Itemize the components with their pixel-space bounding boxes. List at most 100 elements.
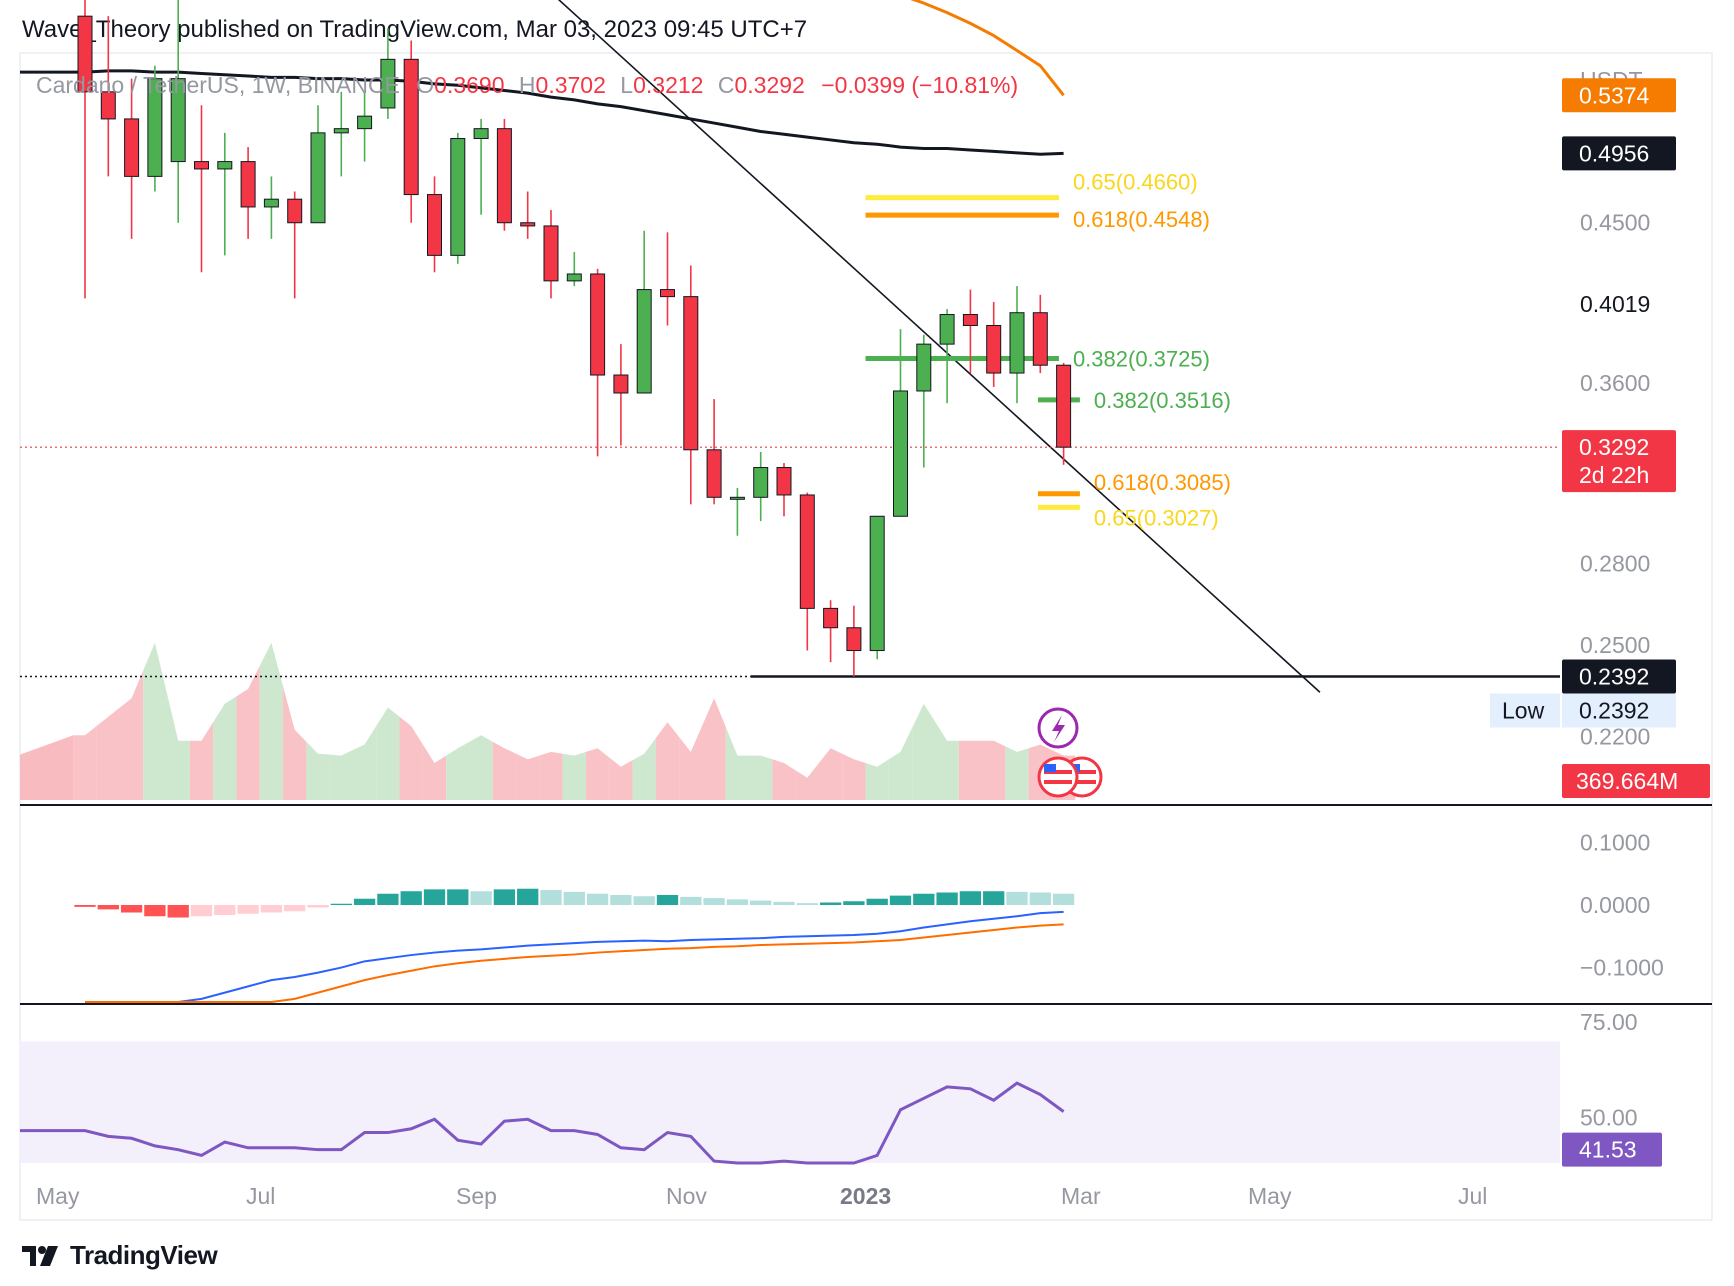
low-value-text: 0.2392 [1579, 697, 1649, 723]
macd-histogram-bar [680, 896, 702, 905]
volume-bar [306, 741, 330, 800]
candle-body [729, 496, 745, 500]
candle-body [240, 161, 256, 208]
fib-level-label: 0.618(0.4548) [1073, 207, 1210, 232]
chart-area[interactable]: 0.65(0.4660) 0.618(0.4548) 0.382(0.3725) 0.… [0, 0, 1734, 1240]
macd-histogram-bar [214, 905, 236, 916]
rsi-band [20, 1041, 1560, 1163]
volume-bar [795, 763, 819, 800]
volume-bar [376, 707, 400, 800]
candle-body [403, 58, 419, 196]
volume-bar [352, 726, 377, 800]
time-axis-tick: Nov [666, 1183, 707, 1209]
tradingview-logo-icon [22, 1245, 58, 1266]
dividends-icon[interactable] [1037, 707, 1079, 749]
macd-histogram-bar [330, 903, 352, 905]
legend-change: −0.0399 (−10.81%) [821, 72, 1018, 98]
candle-body [170, 78, 186, 163]
macd-histogram-bar [819, 902, 842, 905]
legend-close-label: C [718, 72, 735, 98]
volume-bar [446, 741, 470, 800]
price-tag-countdown: 2d 22h [1579, 462, 1649, 488]
volume-bar [283, 686, 307, 800]
time-axis-tick: 2023 [840, 1183, 891, 1209]
macd-histogram-bar [447, 889, 469, 905]
legend-open: 0.3690 [434, 72, 504, 98]
price-tag-value: 0.5374 [1579, 82, 1650, 108]
volume-bar [842, 753, 866, 800]
volume-bar [935, 722, 959, 800]
chart-frame [19, 52, 1713, 1221]
macd-histogram-bar [703, 898, 725, 905]
macd-histogram-bar [540, 889, 562, 905]
macd-histogram-bar [144, 905, 166, 917]
volume-bar [422, 744, 447, 800]
candle-body [333, 128, 349, 134]
macd-histogram-bar [423, 889, 446, 905]
volume-bar [399, 716, 423, 800]
volume-bar [539, 751, 563, 800]
macd-histogram-bar [913, 893, 935, 905]
price-axis-tick: 0.2200 [1580, 724, 1650, 750]
volume-bar [562, 751, 586, 800]
candle-body [683, 296, 699, 451]
volume-bar [143, 642, 167, 800]
macd-histogram-bar [610, 894, 632, 905]
volume-bar [679, 725, 703, 800]
macd-histogram-bar [866, 898, 888, 905]
volume-bar [119, 670, 144, 800]
candle-body [962, 314, 978, 326]
price-tag-value: 0.3292 [1579, 434, 1649, 460]
volume-bar [958, 740, 983, 800]
macd-histogram-bar [889, 895, 912, 905]
candle-body [776, 467, 792, 496]
volume-bar [749, 755, 773, 800]
macd-histogram-bar [400, 891, 422, 905]
macd-histogram-bar [1029, 892, 1051, 905]
price-tag [1562, 430, 1676, 493]
macd-histogram-bar [97, 905, 119, 910]
macd-histogram-bar [586, 893, 609, 905]
candle-body [287, 198, 303, 224]
volume-bar [236, 665, 260, 800]
volume-bar [632, 738, 656, 800]
macd-histogram-bar [959, 891, 982, 905]
price-tag-value: 0.4956 [1579, 140, 1649, 166]
fib-level-label: 0.618(0.3085) [1094, 470, 1231, 495]
price-axis-tick: 0.2500 [1580, 632, 1650, 658]
rsi-line [20, 1081, 1065, 1165]
volume-bar [329, 750, 353, 800]
fib-level-label: 0.382(0.3516) [1094, 388, 1231, 413]
macd-histogram-bar [493, 889, 516, 905]
us-flag-icon[interactable] [1037, 756, 1079, 798]
moving-average-line [910, 0, 1065, 97]
candle-body [893, 390, 908, 517]
macd-histogram-bar [353, 898, 376, 905]
macd-histogram-bar [773, 901, 795, 905]
candle-body [660, 289, 675, 298]
macd-axis-tick: −0.1000 [1580, 955, 1664, 981]
time-axis-tick: Jul [1458, 1183, 1487, 1209]
volume-bar [213, 696, 237, 800]
fib-level-label: 0.382(0.3725) [1073, 346, 1210, 371]
volume-bar [655, 722, 680, 800]
price-axis-tick: 0.4500 [1580, 210, 1650, 236]
candle-body [100, 91, 116, 120]
candle-body [823, 607, 839, 629]
candle-body [77, 15, 93, 93]
footer: TradingView [22, 1240, 218, 1271]
price-tag [1562, 659, 1676, 694]
volume-bar [865, 759, 889, 800]
volume-bar [772, 759, 796, 800]
candle-body [1009, 312, 1025, 374]
volume-bar [96, 707, 120, 800]
candle-body [799, 494, 815, 609]
low-label-text: Low [1502, 697, 1545, 723]
volume-bar [259, 642, 284, 800]
legend-high-label: H [519, 72, 536, 98]
volume-bar [469, 735, 493, 800]
candle-body [496, 128, 512, 224]
macd-histogram-bar [1052, 893, 1075, 905]
time-axis-tick: Jul [246, 1183, 275, 1209]
macd-histogram-bar [563, 891, 585, 905]
